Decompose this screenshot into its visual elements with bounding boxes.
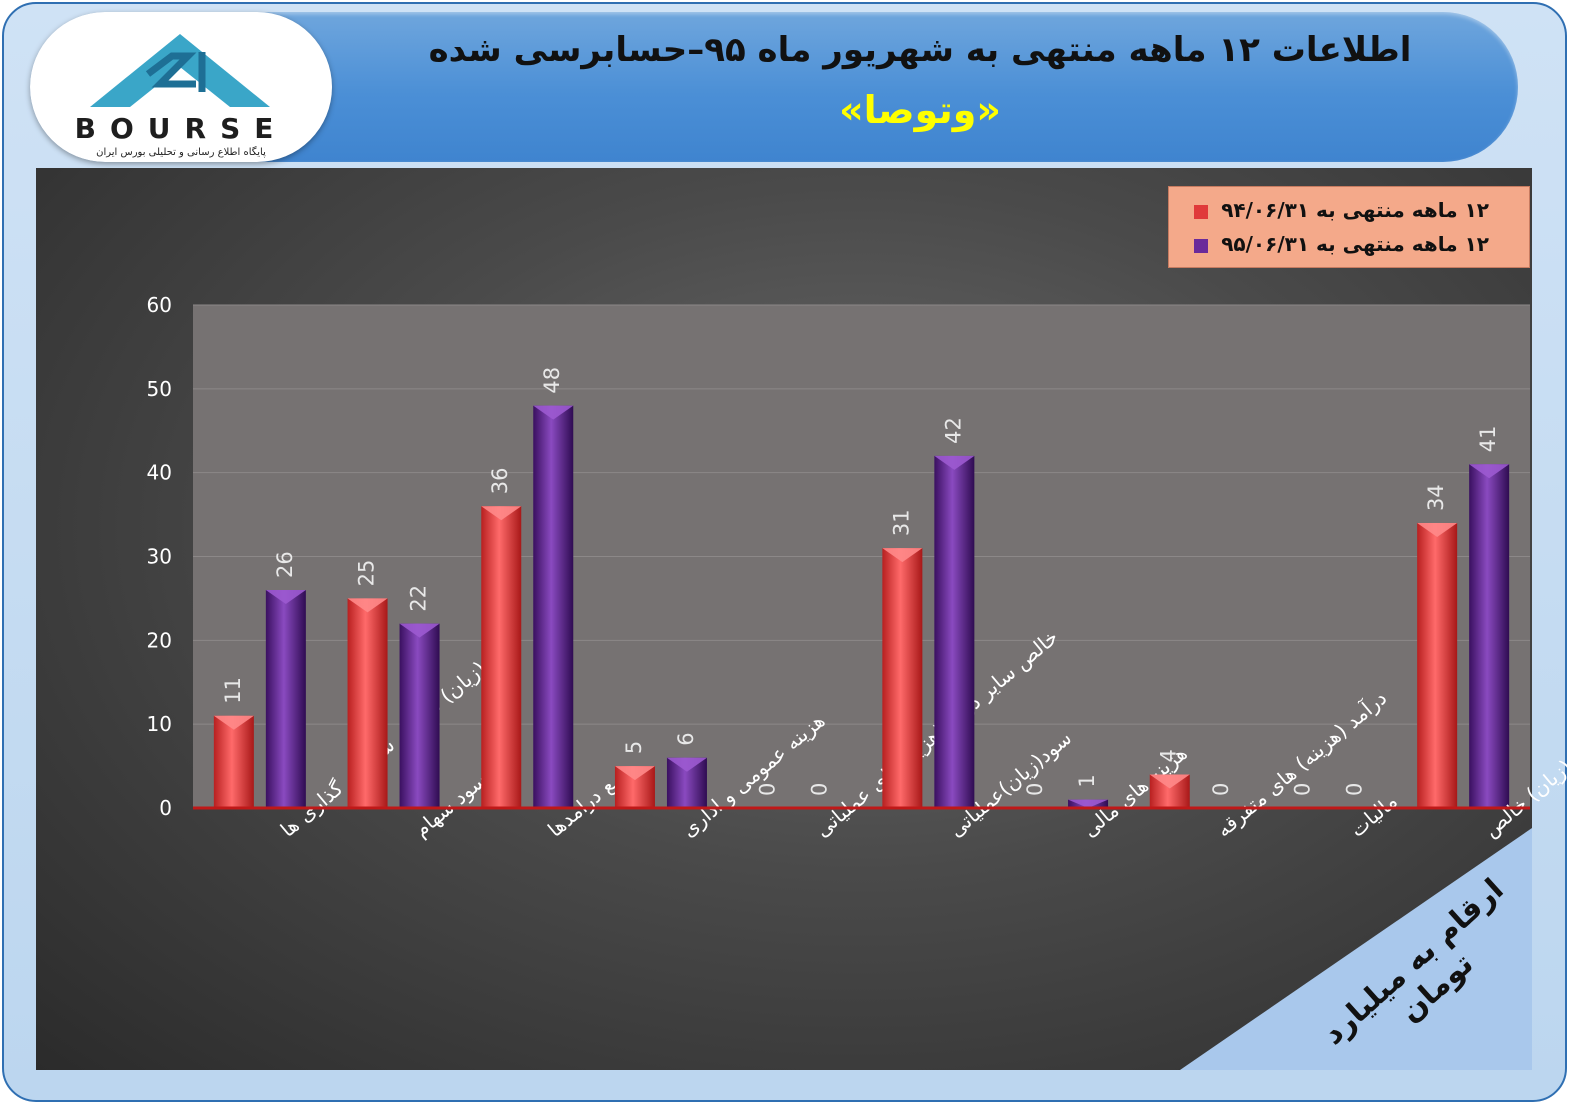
- data-label: 0: [1209, 783, 1233, 796]
- bar-bevel: [1149, 774, 1190, 789]
- data-label: 36: [488, 467, 512, 494]
- bar-bevel: [533, 405, 574, 420]
- bar: [265, 590, 306, 808]
- chart-legend: ۱۲ ماهه منتهی به ۹۴/۰۶/۳۱ ۱۲ ماهه منتهی …: [1168, 186, 1530, 268]
- bar-bevel: [399, 623, 440, 638]
- bar-bevel: [265, 590, 306, 605]
- bar-bevel: [882, 548, 923, 563]
- data-label: 4: [1157, 749, 1181, 762]
- logo-wordmark: BOURSE: [74, 112, 288, 145]
- logo-mark-icon: [90, 34, 270, 107]
- data-label: 1: [1075, 774, 1099, 787]
- bar: [934, 455, 975, 808]
- y-tick-label: 10: [147, 712, 172, 736]
- legend-label-series-2: ۱۲ ماهه منتهی به ۹۵/۰۶/۳۱: [1221, 232, 1489, 256]
- y-tick-label: 30: [147, 545, 172, 569]
- data-label: 22: [407, 585, 431, 612]
- bar: [533, 405, 574, 808]
- bar: [347, 598, 388, 808]
- legend-item-series-1: ۱۲ ماهه منتهی به ۹۴/۰۶/۳۱: [1194, 195, 1489, 225]
- data-label: 31: [889, 509, 913, 536]
- data-label: 41: [1476, 426, 1500, 453]
- bar: [882, 548, 923, 808]
- data-label: 0: [1342, 783, 1366, 796]
- legend-label-series-1: ۱۲ ماهه منتهی به ۹۴/۰۶/۳۱: [1221, 198, 1489, 222]
- bar-bevel: [1417, 522, 1458, 537]
- bar-bevel: [614, 766, 655, 781]
- chart-title: اطلاعات ۱۲ ماهه منتهی به شهریور ماه ۹۵–ح…: [428, 30, 1412, 70]
- y-tick-label: 40: [147, 461, 172, 485]
- data-label: 5: [622, 741, 646, 754]
- y-tick-label: 0: [159, 796, 172, 820]
- data-label: 25: [355, 560, 379, 587]
- y-tick-label: 50: [147, 377, 172, 401]
- bar-bevel: [213, 715, 254, 730]
- bar-bevel: [666, 757, 707, 772]
- data-label: 0: [1023, 783, 1047, 796]
- data-label: 0: [756, 783, 780, 796]
- data-label: 6: [674, 732, 698, 745]
- chart-subtitle: «وتوصا»: [839, 88, 1001, 132]
- y-tick-label: 20: [147, 628, 172, 652]
- bar: [1417, 522, 1458, 808]
- data-label: 26: [273, 551, 297, 578]
- logo-tagline: پایگاه اطلاع رسانی و تحلیلی بورس ایران: [96, 147, 266, 158]
- legend-swatch-red-icon: [1194, 204, 1209, 219]
- bar: [1469, 464, 1510, 808]
- y-tick-label: 60: [147, 293, 172, 317]
- legend-item-series-2: ۱۲ ماهه منتهی به ۹۵/۰۶/۳۱: [1194, 229, 1489, 259]
- legend-swatch-purple-icon: [1194, 238, 1209, 253]
- bar: [481, 506, 522, 808]
- data-label: 48: [540, 367, 564, 394]
- bar-bevel: [1068, 799, 1109, 808]
- bourse-logo: BOURSE پایگاه اطلاع رسانی و تحلیلی بورس …: [30, 12, 332, 162]
- data-label: 42: [941, 417, 965, 444]
- bar: [213, 715, 254, 808]
- data-label: 0: [808, 783, 832, 796]
- data-label: 0: [1290, 783, 1314, 796]
- bar-bevel: [481, 506, 522, 521]
- bar-bevel: [934, 455, 975, 470]
- bar-bevel: [347, 598, 388, 613]
- data-label: 11: [221, 677, 245, 704]
- bar: [399, 623, 440, 808]
- data-label: 34: [1424, 484, 1448, 511]
- bar-bevel: [1469, 464, 1510, 479]
